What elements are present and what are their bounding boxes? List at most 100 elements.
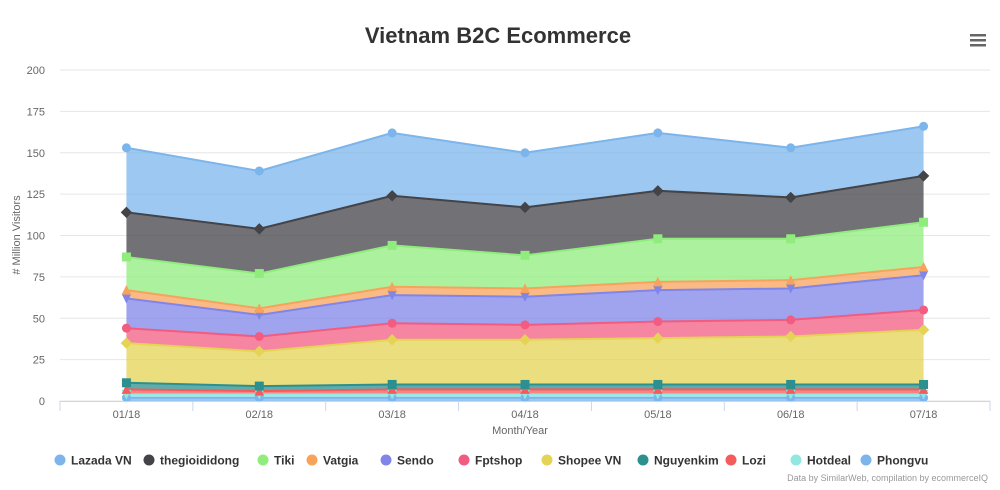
x-tick-label: 07/18	[910, 409, 938, 421]
point-thegioididong[interactable]	[917, 170, 930, 182]
legend-symbol	[725, 454, 737, 466]
point-tiki[interactable]	[387, 240, 397, 250]
point-lozi[interactable]	[918, 384, 929, 394]
point-tiki[interactable]	[121, 252, 131, 262]
point-vatgia[interactable]	[254, 303, 265, 313]
y-tick-label: 200	[27, 65, 45, 77]
point-shopee-vn[interactable]	[253, 345, 265, 358]
point-shopee-vn[interactable]	[519, 334, 531, 346]
legend-label: thegioididong	[160, 454, 239, 468]
point-vatgia[interactable]	[520, 283, 530, 293]
legend-item-fptshop[interactable]: Fptshop	[458, 454, 523, 468]
point-shopee-vn[interactable]	[652, 332, 664, 344]
point-tiki[interactable]	[919, 217, 929, 227]
point-vatgia[interactable]	[653, 276, 663, 287]
point-tiki[interactable]	[520, 250, 530, 260]
area-thegioididong[interactable]	[126, 175, 924, 274]
point-thegioididong[interactable]	[785, 191, 797, 204]
legend-label: Hotdeal	[807, 454, 851, 468]
point-tiki[interactable]	[786, 234, 796, 244]
point-fptshop[interactable]	[919, 305, 929, 315]
x-tick-label: 06/18	[777, 409, 805, 421]
credits-text: Data by SimilarWeb, compilation by ecomm…	[787, 473, 988, 483]
point-nguyenkim[interactable]	[121, 378, 131, 388]
y-tick-label: 175	[27, 106, 45, 118]
legend-item-lozi[interactable]: Lozi	[725, 454, 767, 468]
x-tick-label: 05/18	[644, 409, 672, 421]
area-series	[126, 126, 924, 401]
x-axis-title: Month/Year	[492, 425, 548, 437]
point-lazada-vn[interactable]	[520, 148, 530, 158]
legend-symbol	[637, 454, 649, 466]
area-shopee-vn[interactable]	[126, 329, 924, 387]
point-lozi[interactable]	[785, 384, 796, 394]
point-shopee-vn[interactable]	[120, 337, 133, 349]
legend-item-hotdeal[interactable]: Hotdeal	[790, 454, 852, 468]
y-axis-title: # Million Visitors	[11, 195, 23, 275]
legend-symbol	[790, 454, 802, 466]
point-vatgia[interactable]	[387, 281, 397, 292]
point-lazada-vn[interactable]	[919, 121, 929, 131]
legend-symbol	[860, 454, 872, 466]
point-thegioididong[interactable]	[253, 223, 265, 235]
point-lazada-vn[interactable]	[786, 143, 796, 153]
legend-symbol	[380, 454, 392, 466]
legend-item-thegioididong[interactable]: thegioididong	[143, 454, 240, 468]
legend-label: Lazada VN	[71, 454, 132, 468]
point-lozi[interactable]	[387, 384, 397, 394]
point-fptshop[interactable]	[653, 317, 663, 327]
point-tiki[interactable]	[254, 269, 264, 279]
point-fptshop[interactable]	[786, 315, 796, 325]
point-nguyenkim[interactable]	[254, 381, 264, 391]
point-lazada-vn[interactable]	[254, 166, 264, 176]
y-tick-label: 75	[33, 272, 45, 284]
legend-item-tiki[interactable]: Tiki	[257, 454, 295, 468]
point-thegioididong[interactable]	[120, 206, 133, 219]
point-nguyenkim[interactable]	[653, 379, 663, 389]
y-tick-label: 0	[39, 396, 45, 408]
area-sendo[interactable]	[126, 275, 924, 337]
point-nguyenkim[interactable]	[919, 379, 929, 389]
point-lazada-vn[interactable]	[387, 128, 397, 138]
point-nguyenkim[interactable]	[520, 379, 530, 389]
point-vatgia[interactable]	[121, 284, 132, 295]
legend-item-phongvu[interactable]: Phongvu	[860, 454, 929, 468]
legend-item-vatgia[interactable]: Vatgia	[306, 454, 359, 468]
point-shopee-vn[interactable]	[386, 334, 398, 346]
point-lazada-vn[interactable]	[121, 143, 131, 153]
point-nguyenkim[interactable]	[387, 379, 397, 389]
legend-label: Fptshop	[475, 454, 522, 468]
point-lozi[interactable]	[653, 384, 663, 394]
point-shopee-vn[interactable]	[785, 330, 797, 343]
point-fptshop[interactable]	[254, 331, 264, 341]
y-tick-label: 25	[33, 355, 45, 367]
legend-item-nguyenkim[interactable]: Nguyenkim	[637, 454, 719, 468]
legend-label: Sendo	[397, 454, 434, 468]
legend-symbol	[257, 454, 269, 466]
area-tiki[interactable]	[126, 222, 924, 309]
legend: Lazada VN thegioididong Tiki Vatgia Sendo Fpt…	[54, 454, 929, 468]
point-fptshop[interactable]	[387, 318, 397, 328]
point-nguyenkim[interactable]	[786, 379, 796, 389]
point-tiki[interactable]	[653, 234, 663, 244]
point-lazada-vn[interactable]	[653, 128, 663, 138]
area-fptshop[interactable]	[126, 309, 924, 352]
point-vatgia[interactable]	[918, 261, 929, 272]
chart-title: Vietnam B2C Ecommerce	[365, 23, 631, 48]
point-thegioididong[interactable]	[519, 201, 531, 214]
point-lozi[interactable]	[254, 385, 265, 396]
y-tick-label: 50	[33, 313, 45, 325]
point-shopee-vn[interactable]	[917, 324, 930, 336]
legend-label: Shopee VN	[558, 454, 621, 468]
legend-item-lazada-vn[interactable]: Lazada VN	[54, 454, 132, 468]
point-vatgia[interactable]	[785, 275, 796, 285]
point-thegioididong[interactable]	[386, 190, 398, 202]
hamburger-menu-icon[interactable]	[966, 29, 990, 51]
point-thegioididong[interactable]	[652, 185, 664, 197]
point-lozi[interactable]	[121, 384, 132, 394]
point-lozi[interactable]	[520, 384, 530, 394]
point-fptshop[interactable]	[121, 323, 131, 333]
legend-item-sendo[interactable]: Sendo	[380, 454, 434, 468]
point-fptshop[interactable]	[520, 320, 530, 330]
legend-item-shopee-vn[interactable]: Shopee VN	[541, 454, 622, 468]
